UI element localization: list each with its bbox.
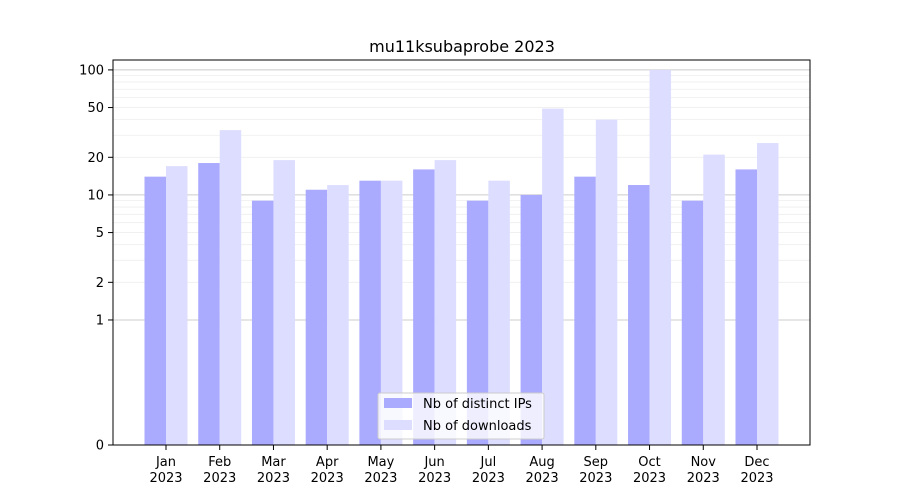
x-tick-label-line: Feb: [208, 455, 231, 470]
y-tick-label: 1: [96, 313, 104, 328]
bars-layer: [144, 69, 779, 446]
y-tick-label: 0: [96, 439, 104, 454]
x-tick-label: May 2023: [364, 455, 397, 486]
bar-downloads: [327, 185, 349, 445]
x-tick-label: Sep 2023: [579, 455, 612, 486]
bar-distinct-ips: [628, 185, 650, 445]
y-tick-label: 100: [79, 63, 104, 78]
bar-distinct-ips: [466, 200, 489, 445]
x-tick-label-line: 2023: [149, 471, 182, 486]
x-tick-label-line: 2023: [472, 471, 505, 486]
bar-distinct-ips: [681, 200, 704, 445]
bar-distinct-ips: [574, 176, 596, 445]
y-tick-label: 2: [96, 276, 104, 291]
plot-frame: [112, 59, 811, 446]
x-tick-label-line: Mar: [261, 455, 286, 470]
x-tick-label: Aug 2023: [526, 455, 559, 486]
bar-downloads: [595, 119, 618, 446]
bar-downloads: [434, 160, 457, 445]
x-tick-label-line: 2023: [364, 471, 397, 486]
y-tick-label: 50: [87, 101, 104, 116]
bar-downloads: [649, 69, 672, 446]
legend-swatch-downloads: [384, 420, 412, 430]
x-tick-label: Mar 2023: [257, 455, 290, 486]
bar-downloads: [703, 154, 725, 446]
y-tick-label: 20: [87, 151, 104, 166]
bar-distinct-ips: [198, 163, 220, 445]
x-tick-label-line: Jan: [155, 455, 176, 470]
x-tick-label: Dec 2023: [740, 455, 773, 486]
x-tick-label: Jun 2023: [418, 455, 451, 486]
x-tick-label: Nov 2023: [687, 455, 720, 486]
chart-title: mu11ksubaprobe 2023: [369, 37, 555, 56]
x-tick-label-line: 2023: [257, 471, 290, 486]
x-tick-label-line: Jun: [423, 455, 444, 470]
bar-downloads: [757, 143, 779, 445]
bar-downloads: [380, 180, 403, 445]
x-tick-label-line: Apr: [316, 455, 339, 470]
bar-distinct-ips: [520, 194, 543, 445]
y-tick-label: 5: [96, 226, 104, 241]
bar-distinct-ips: [144, 176, 166, 445]
legend-swatch-distinct-ips: [384, 398, 412, 408]
bar-downloads: [273, 160, 295, 445]
bar-distinct-ips: [251, 200, 274, 445]
x-tick-label-line: Sep: [584, 455, 609, 470]
x-tick-label-line: Jul: [480, 455, 497, 470]
bar-downloads: [219, 130, 242, 445]
legend-box: [377, 392, 545, 440]
x-tick-label-line: 2023: [311, 471, 344, 486]
x-tick-label-line: Aug: [529, 455, 554, 470]
bar-downloads: [166, 166, 188, 445]
x-tick-label-line: 2023: [740, 471, 773, 486]
x-tick-label-line: Nov: [691, 455, 717, 470]
x-tick-label: Jul 2023: [472, 455, 505, 486]
legend: Nb of distinct IPs Nb of downloads: [377, 392, 545, 440]
x-tick-label: Feb 2023: [203, 455, 236, 486]
x-tick-label-line: 2023: [203, 471, 236, 486]
legend-label-distinct-ips: Nb of distinct IPs: [423, 397, 532, 412]
x-tick-label-line: Dec: [744, 455, 769, 470]
x-tick-label-line: 2023: [418, 471, 451, 486]
x-tick-label-line: Oct: [638, 455, 660, 470]
y-tick-label: 10: [87, 188, 104, 203]
bar-distinct-ips: [735, 169, 757, 445]
x-tick-label-line: 2023: [579, 471, 612, 486]
bar-downloads: [488, 180, 510, 445]
y-axis: 0 1 2 5 10 20 50 100: [79, 63, 113, 454]
legend-label-downloads: Nb of downloads: [423, 419, 532, 434]
bar-downloads: [542, 108, 564, 445]
x-tick-label: Jan 2023: [149, 455, 182, 486]
bar-distinct-ips: [305, 189, 328, 445]
x-tick-label-line: 2023: [633, 471, 666, 486]
bar-distinct-ips: [359, 180, 381, 445]
bar-distinct-ips: [413, 169, 435, 445]
x-tick-label-line: 2023: [526, 471, 559, 486]
x-tick-label: Oct 2023: [633, 455, 666, 486]
x-tick-label-line: May: [367, 455, 394, 470]
x-tick-label: Apr 2023: [311, 455, 344, 486]
x-tick-label-line: 2023: [687, 471, 720, 486]
